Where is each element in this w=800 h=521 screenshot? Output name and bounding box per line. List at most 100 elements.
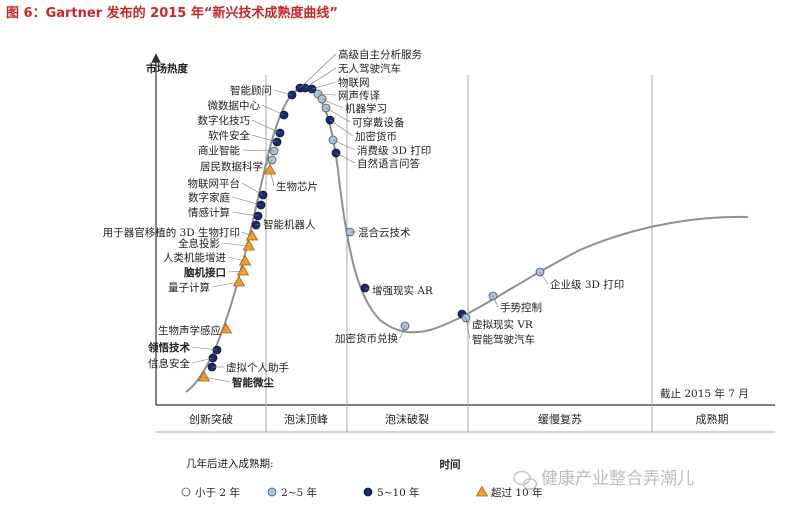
- leader-line: [261, 104, 285, 116]
- phase-slope: 缓慢复苏: [538, 412, 582, 426]
- legend-label: 2~5 年: [281, 486, 317, 499]
- leader-line: [335, 152, 356, 164]
- tech-label: 用于器官移植的 3D 生物打印: [103, 226, 240, 239]
- tech-label: 可穿戴设备: [352, 116, 405, 129]
- leader-line: [492, 295, 499, 308]
- tech-marker: [236, 264, 250, 276]
- tech-label: 领悟技术: [148, 341, 190, 354]
- leader-line: [311, 81, 337, 90]
- tech-label: 物联网平台: [188, 177, 241, 190]
- legend: 几年后进入成熟期: 小于 2 年 2~5 年 5~10 年超过 10 年: [181, 457, 543, 499]
- tech-label: 软件安全: [208, 129, 250, 142]
- tech-label: 量子计算: [168, 281, 210, 294]
- tech-label: 数字家庭: [188, 191, 230, 204]
- phase-dividers: [265, 75, 653, 432]
- tech-label: 智能微尘: [231, 376, 274, 389]
- leader-line: [231, 196, 262, 206]
- tech-label: 物联网: [338, 76, 370, 89]
- tech-label: 生物芯片: [276, 180, 318, 193]
- tech-label: 智能机器人: [263, 218, 316, 231]
- leader-line: [399, 325, 406, 339]
- tech-marker: [263, 163, 277, 175]
- tech-marker: [197, 370, 211, 382]
- phase-innovation-trigger: 创新突破: [189, 412, 233, 426]
- wechat-icon: [513, 470, 538, 490]
- tech-marker: [232, 275, 246, 287]
- leader-line: [317, 93, 337, 96]
- watermark: 健康产业整合弄潮儿: [513, 469, 694, 490]
- watermark-text: 健康产业整合弄潮儿: [541, 469, 694, 489]
- legend-marker-lt2: [181, 487, 191, 497]
- tech-label: 居民数据科学: [200, 160, 263, 173]
- tech-label: 消费级 3D 打印: [357, 144, 431, 157]
- leader-line: [191, 346, 218, 351]
- tech-marker: [245, 229, 259, 241]
- tech-marker: [219, 322, 233, 334]
- tech-label: 商业智能: [198, 144, 240, 157]
- leader-line: [364, 287, 371, 291]
- tech-label: 混合云技术: [358, 226, 411, 239]
- leader-line: [227, 256, 246, 262]
- x-axis-label: 时间: [440, 458, 461, 471]
- tech-label: 人类机能增进: [163, 251, 226, 264]
- leader-line: [321, 98, 344, 109]
- legend-label: 小于 2 年: [195, 486, 240, 499]
- tech-label: 自然语言问答: [357, 157, 420, 170]
- leader-line: [241, 149, 275, 152]
- leader-line: [329, 119, 354, 137]
- tech-label: 脑机接口: [184, 266, 226, 279]
- leader-line: [251, 119, 281, 134]
- tech-label: 智能顾问: [230, 84, 272, 97]
- leader-line: [255, 223, 262, 226]
- tech-label: 增强现实 AR: [372, 284, 434, 297]
- leader-line: [227, 270, 244, 273]
- phase-trough: 泡沫破裂: [385, 412, 429, 426]
- leader-line: [264, 159, 273, 167]
- tech-label: 生物声学感应: [158, 324, 221, 337]
- leader-line: [325, 107, 351, 123]
- tech-label: 信息安全: [148, 357, 190, 370]
- cutoff-date: 截止 2015 年 7 月: [660, 387, 749, 400]
- tech-label: 全息投影: [178, 237, 220, 250]
- tech-marker: [242, 239, 256, 251]
- leader-line: [211, 281, 240, 288]
- tech-label: 高级自主分析服务: [338, 48, 422, 61]
- leader-line: [332, 139, 356, 151]
- tech-label: 智能驾驶汽车: [472, 333, 535, 346]
- figure-title: 图 6：Gartner 发布的 2015 年“新兴技术成熟度曲线”: [6, 6, 338, 21]
- leader-line: [304, 67, 337, 89]
- leader-line: [203, 376, 231, 383]
- legend-marker-gt10: [475, 485, 489, 497]
- hype-curve: [185, 86, 749, 393]
- tech-label: 机器学习: [345, 102, 387, 115]
- tech-label: 加密货币兑换: [335, 332, 398, 345]
- leader-line: [299, 53, 337, 89]
- leader-line: [241, 231, 253, 237]
- y-axis-label: 市场热度: [146, 62, 188, 75]
- tech-label: 微数据中心: [208, 99, 261, 112]
- leader-line: [241, 182, 264, 196]
- leader-line: [231, 211, 259, 217]
- leader-line: [465, 317, 471, 340]
- legend-label: 5~10 年: [377, 486, 420, 499]
- tech-label: 企业级 3D 打印: [550, 278, 624, 291]
- tech-label: 网声传译: [338, 89, 380, 102]
- leader-line: [222, 328, 227, 331]
- leader-line: [191, 357, 214, 364]
- leader-line: [251, 134, 278, 143]
- leader-line: [269, 169, 275, 187]
- legend-marker-y5to10: [363, 487, 373, 497]
- leader-line: [273, 89, 293, 96]
- tech-label: 数字化技巧: [198, 114, 251, 127]
- phase-plateau: 成熟期: [696, 412, 729, 426]
- tech-label: 虚拟个人助手: [226, 361, 289, 374]
- leader-line: [221, 242, 250, 247]
- tech-label: 无人驾驶汽车: [338, 62, 401, 75]
- tech-label: 手势控制: [500, 301, 542, 314]
- legend-marker-y2to5: [267, 487, 277, 497]
- tech-label: 虚拟现实 VR: [472, 318, 534, 331]
- phase-peak: 泡沫顶峰: [284, 412, 328, 426]
- tech-label: 情感计算: [188, 206, 230, 219]
